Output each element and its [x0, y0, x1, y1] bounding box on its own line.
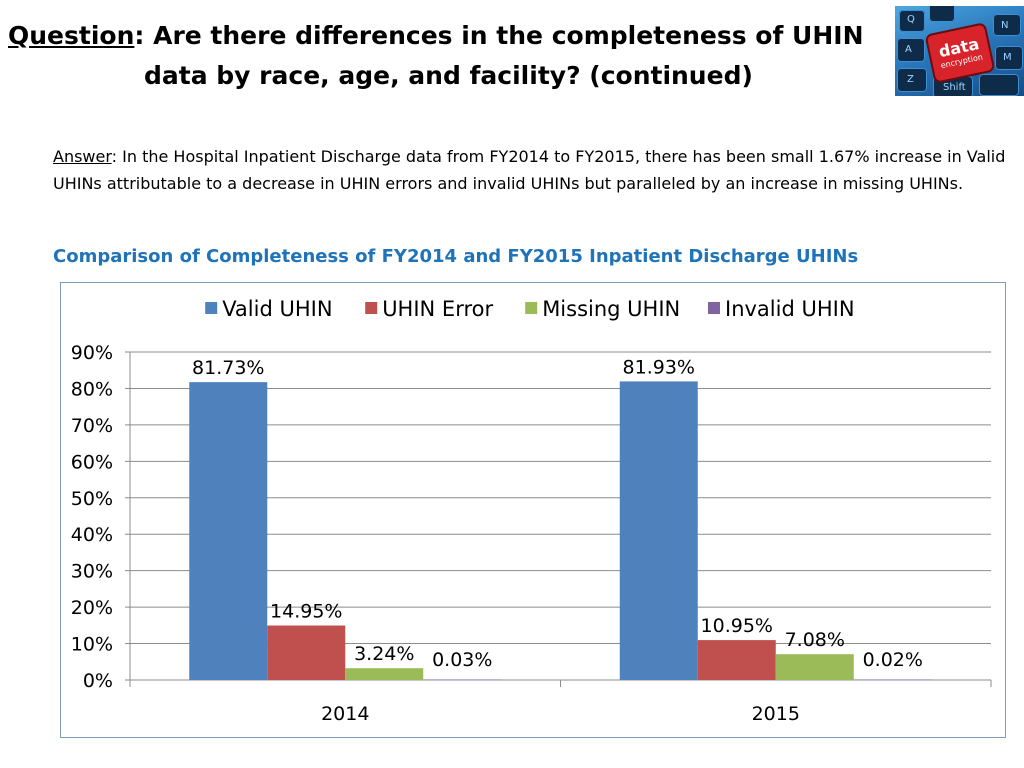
answer-paragraph: Answer: In the Hospital Inpatient Discha…	[53, 143, 1013, 197]
y-tick-label: 50%	[71, 488, 113, 510]
y-tick-label: 80%	[71, 378, 113, 400]
data-label: 0.03%	[432, 649, 492, 671]
legend-label: UHIN Error	[382, 297, 493, 321]
bar-missing-uhin	[775, 654, 854, 680]
bar-invalid-uhin	[423, 679, 502, 680]
question-text-line2: data by race, age, and facility? (contin…	[144, 61, 753, 90]
bar-valid-uhin	[619, 381, 698, 680]
data-label: 14.95%	[270, 601, 342, 623]
x-tick-label: 2014	[321, 703, 369, 725]
data-label: 3.24%	[354, 643, 414, 665]
key-a-glyph: A	[905, 44, 912, 55]
y-tick-label: 30%	[71, 561, 113, 583]
y-tick-label: 60%	[71, 451, 113, 473]
key-shift-glyph: Shift	[943, 82, 966, 93]
y-tick-label: 90%	[71, 342, 113, 364]
data-label: 81.93%	[623, 356, 695, 378]
question-text-line1: : Are there differences in the completen…	[134, 21, 864, 50]
data-label: 0.02%	[863, 649, 923, 671]
legend-swatch	[205, 302, 218, 314]
y-tick-label: 0%	[83, 670, 113, 692]
slide-title: Question: Are there differences in the c…	[8, 16, 888, 96]
bar-valid-uhin	[189, 382, 268, 680]
key-z-glyph: Z	[907, 74, 914, 85]
legend-label: Missing UHIN	[542, 297, 680, 321]
legend-swatch	[365, 302, 378, 314]
y-tick-label: 40%	[71, 524, 113, 546]
data-label: 81.73%	[192, 357, 264, 379]
legend-swatch	[708, 302, 720, 314]
x-tick-label: 2015	[752, 703, 800, 725]
y-tick-label: 10%	[71, 634, 113, 656]
bar-uhin-error	[697, 640, 776, 680]
data-encryption-logo: Q A Z Shift N M data encryption	[895, 6, 1024, 96]
y-tick-label: 70%	[71, 415, 113, 437]
legend-label: Invalid UHIN	[725, 297, 855, 321]
chart-title: Comparison of Completeness of FY2014 and…	[53, 246, 859, 267]
legend-label: Valid UHIN	[222, 297, 332, 321]
answer-text: : In the Hospital Inpatient Discharge da…	[53, 147, 1006, 193]
key-q-glyph: Q	[907, 14, 915, 25]
bar-invalid-uhin	[853, 679, 932, 680]
bar-missing-uhin	[345, 668, 424, 680]
data-label: 10.95%	[701, 615, 773, 637]
question-label: Question	[8, 21, 135, 50]
legend-swatch	[525, 302, 538, 314]
key-m-glyph: M	[1003, 52, 1012, 63]
y-tick-label: 20%	[71, 597, 113, 619]
data-label: 7.08%	[785, 629, 845, 651]
key-n-glyph: N	[1001, 20, 1009, 31]
bar-uhin-error	[267, 625, 346, 680]
answer-label: Answer	[53, 147, 112, 166]
